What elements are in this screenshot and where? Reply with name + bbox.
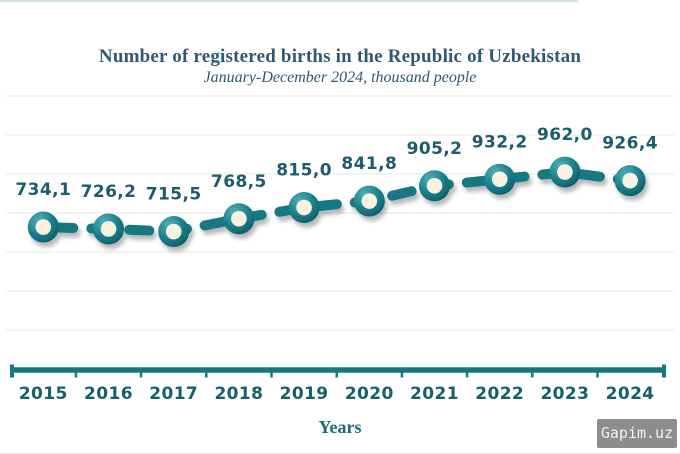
data-point-label: 841,8 [341, 154, 397, 174]
line-plot: 734,1 726,2 715,5 768,5 815,0 841,8 905,2 932,2… [6, 95, 674, 404]
year-label: 2017 [149, 384, 198, 404]
data-point-label: 726,2 [81, 182, 137, 202]
data-point-center [100, 221, 117, 237]
data-point-label: 815,0 [276, 161, 332, 181]
gridlines [6, 95, 674, 331]
data-point-center [231, 210, 247, 227]
data-point-center [165, 223, 182, 240]
data-point-center [296, 199, 312, 216]
series-line [38, 167, 636, 237]
data-point-center [426, 177, 443, 194]
data-point-center [622, 172, 638, 189]
chart-subtitle: January-December 2024, thousand people [203, 69, 477, 86]
chart-title: Number of registered births in the Repub… [98, 46, 582, 67]
year-label: 2023 [540, 384, 589, 404]
year-label: 2021 [410, 384, 459, 404]
data-point-center [35, 219, 52, 235]
data-labels: 734,1 726,2 715,5 768,5 815,0 841,8 905,2 932,2… [15, 125, 658, 205]
year-label: 2018 [214, 384, 263, 404]
year-label: 2016 [84, 384, 133, 404]
data-point-label: 768,5 [211, 172, 267, 192]
data-point-label: 932,2 [472, 132, 528, 152]
data-series [27, 156, 646, 248]
x-axis [10, 364, 666, 378]
top-border-line [0, 0, 578, 2]
watermark-badge: Gapim.uz [597, 419, 677, 448]
year-labels: 2015 2016 2017 2018 2019 2020 2021 2022 2023 2024 [19, 384, 655, 404]
x-axis-title: Years [318, 417, 362, 437]
data-point-label: 905,2 [407, 139, 463, 159]
data-point-label: 962,0 [537, 125, 593, 145]
year-label: 2019 [280, 384, 329, 404]
year-label: 2020 [345, 384, 394, 404]
data-point-label: 734,1 [15, 180, 71, 200]
data-point-center [361, 193, 378, 209]
data-point-center [491, 171, 508, 188]
year-label: 2024 [606, 384, 655, 404]
year-label: 2022 [475, 384, 524, 404]
year-label: 2015 [19, 384, 68, 404]
data-point-center [557, 164, 573, 180]
data-point-label: 926,4 [602, 134, 658, 154]
data-point-label: 715,5 [146, 185, 202, 205]
